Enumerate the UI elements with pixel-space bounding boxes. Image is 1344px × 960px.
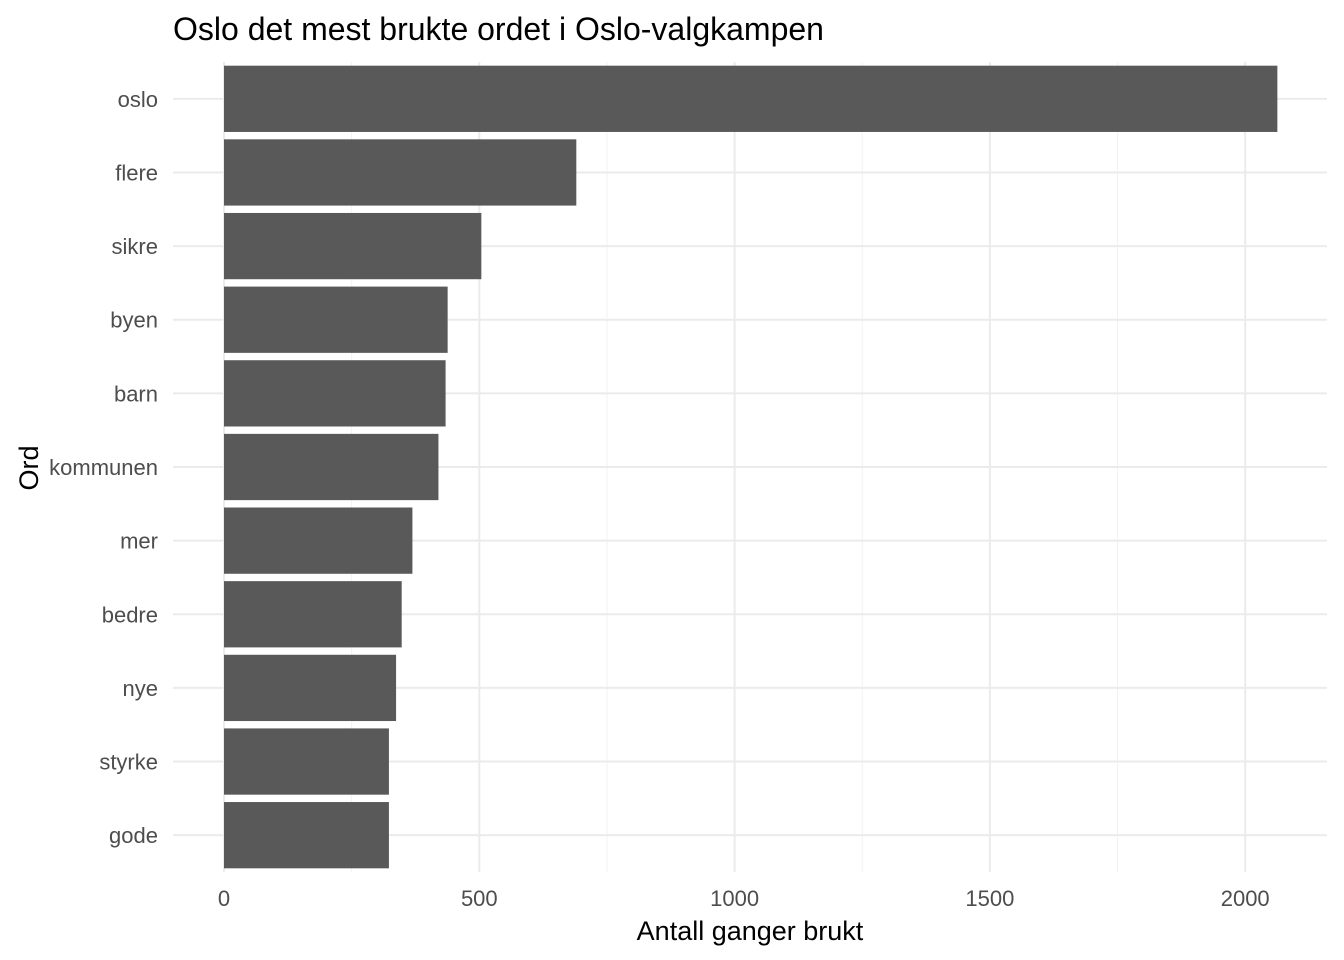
- x-tick-label: 1000: [710, 886, 759, 911]
- y-tick-label: kommunen: [49, 455, 158, 480]
- y-tick-label: sikre: [112, 234, 158, 259]
- y-tick-label: mer: [120, 529, 158, 554]
- bar-mer: [224, 507, 413, 574]
- bar-gode: [224, 802, 389, 869]
- bar-byen: [224, 286, 448, 353]
- bar-sikre: [224, 212, 482, 280]
- bar-oslo: [224, 65, 1278, 132]
- bar-kommunen: [224, 433, 439, 501]
- y-tick-label: styrke: [99, 750, 158, 775]
- x-tick-labels: 0 500 1000 1500 2000: [218, 886, 1270, 911]
- bars: [224, 65, 1278, 869]
- y-tick-labels: oslo flere sikre byen barn kommunen mer bedre ny…: [49, 87, 158, 848]
- y-tick-label: gode: [109, 823, 158, 848]
- y-tick-label: oslo: [118, 87, 158, 112]
- x-tick-label: 500: [461, 886, 498, 911]
- chart-title: Oslo det mest brukte ordet i Oslo-valgka…: [173, 11, 824, 47]
- y-tick-label: nye: [123, 676, 158, 701]
- y-tick-label: barn: [114, 381, 158, 406]
- y-tick-label: byen: [110, 308, 158, 333]
- bar-nye: [224, 654, 397, 722]
- x-tick-label: 1500: [965, 886, 1014, 911]
- y-tick-label: bedre: [102, 602, 158, 627]
- y-axis-title: Ord: [14, 445, 44, 490]
- bar-barn: [224, 360, 446, 427]
- x-tick-label: 2000: [1221, 886, 1270, 911]
- x-axis-title: Antall ganger brukt: [637, 916, 864, 946]
- bar-styrke: [224, 728, 389, 795]
- bar-flere: [224, 139, 577, 206]
- bar-bedre: [224, 581, 402, 648]
- x-tick-label: 0: [218, 886, 230, 911]
- y-tick-label: flere: [115, 160, 158, 185]
